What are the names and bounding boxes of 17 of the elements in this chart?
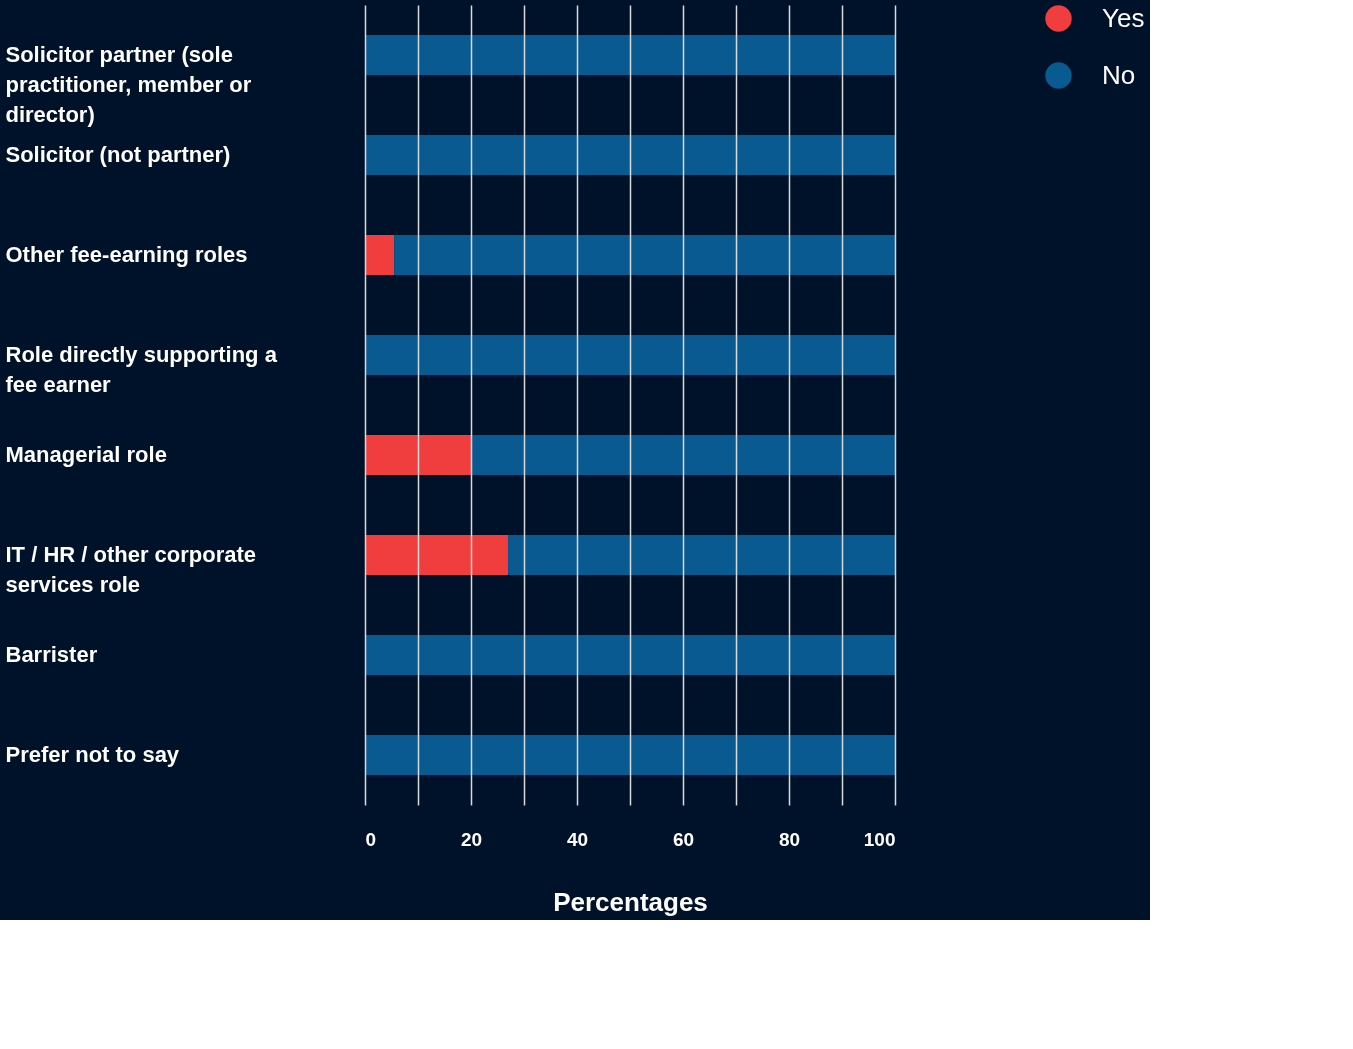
- x-tick-label: 100: [863, 828, 896, 850]
- y-tick-label: Prefer not to say: [5, 742, 180, 767]
- y-tick-label: Solicitor (not partner): [5, 142, 231, 167]
- legend-label: Yes: [1102, 2, 1145, 33]
- x-tick-label: 40: [566, 828, 589, 850]
- y-tick-label: Solicitor partner (sole practitioner, member or director): [5, 42, 252, 127]
- y-tick-label: Other fee-earning roles: [5, 242, 248, 267]
- y-tick-label: Barrister: [5, 642, 98, 667]
- x-tick-label: 60: [672, 828, 695, 850]
- y-tick-label: Role directly supporting a fee earner: [5, 342, 278, 397]
- y-tick-label: Managerial role: [5, 442, 167, 467]
- legend-label: No: [1102, 59, 1136, 90]
- x-axis-title: Percentages: [553, 886, 708, 917]
- x-tick-label: 80: [778, 828, 801, 850]
- y-tick-label: IT / HR / other corporate services role: [5, 542, 257, 597]
- x-tick-label: 0: [365, 828, 377, 850]
- x-tick-label: 20: [460, 828, 483, 850]
